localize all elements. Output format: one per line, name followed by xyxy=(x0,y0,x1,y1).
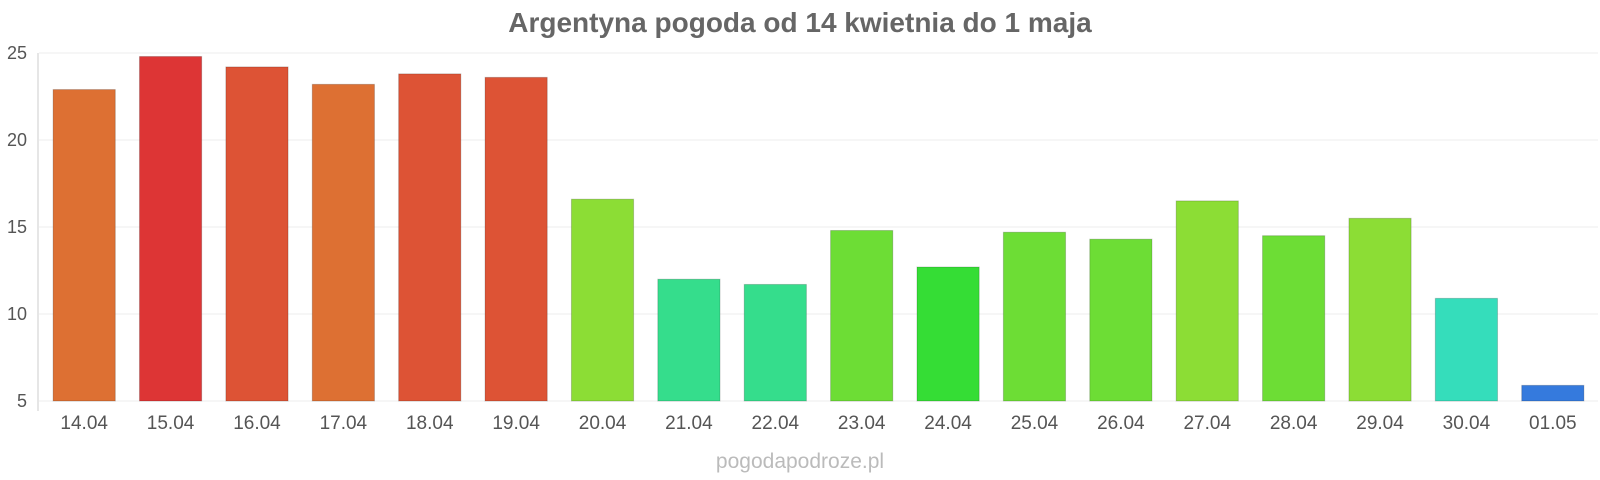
bar-22.04 xyxy=(743,283,807,402)
y-tick-label: 15 xyxy=(7,217,27,237)
y-tick-label: 10 xyxy=(7,304,27,324)
bar-23.04 xyxy=(830,229,894,402)
y-tick-label: 25 xyxy=(7,43,27,63)
x-tick-label: 27.04 xyxy=(1183,413,1231,434)
bar-25.04 xyxy=(1002,231,1067,402)
bar-17.04 xyxy=(311,83,375,402)
x-tick-label: 28.04 xyxy=(1270,413,1318,434)
x-tick-label: 17.04 xyxy=(320,413,368,434)
bars xyxy=(52,55,1585,402)
bar-16.04 xyxy=(225,66,289,402)
x-tick-label: 26.04 xyxy=(1097,413,1145,434)
x-tick-label: 15.04 xyxy=(147,413,195,434)
y-tick-label: 5 xyxy=(17,391,27,411)
chart-title: Argentyna pogoda od 14 kwietnia do 1 maj… xyxy=(508,7,1092,38)
y-tick-label: 20 xyxy=(7,130,27,150)
x-tick-label: 24.04 xyxy=(924,413,972,434)
x-tick-label: 21.04 xyxy=(665,413,713,434)
bar-30.04 xyxy=(1434,297,1499,402)
bar-20.04 xyxy=(570,198,635,402)
footer-watermark: pogodapodroze.pl xyxy=(716,450,884,473)
x-tick-label: 29.04 xyxy=(1356,413,1404,434)
x-tick-label: 16.04 xyxy=(233,413,281,434)
bar-26.04 xyxy=(1089,238,1153,402)
x-axis: 14.04 15.04 16.04 17.04 18.04 19.04 20.04 21.04… xyxy=(60,413,1576,434)
x-tick-label: 14.04 xyxy=(60,413,108,434)
x-tick-label: 20.04 xyxy=(579,413,627,434)
bar-19.04 xyxy=(484,76,548,402)
x-tick-label: 18.04 xyxy=(406,413,454,434)
bar-28.04 xyxy=(1262,235,1326,402)
bar-18.04 xyxy=(398,73,462,402)
bar-15.04 xyxy=(138,55,203,402)
x-tick-label: 19.04 xyxy=(492,413,540,434)
bar-14.04 xyxy=(52,89,116,402)
grid-lines xyxy=(39,52,1598,402)
x-tick-label: 30.04 xyxy=(1443,413,1491,434)
bar-01.05 xyxy=(1521,384,1585,402)
bar-27.04 xyxy=(1175,200,1239,402)
x-tick-label: 25.04 xyxy=(1011,413,1059,434)
x-tick-label: 23.04 xyxy=(838,413,886,434)
x-tick-label: 22.04 xyxy=(752,413,800,434)
bar-29.04 xyxy=(1348,217,1412,402)
y-axis: 5 10 15 20 25 xyxy=(7,43,39,411)
bar-21.04 xyxy=(657,278,721,402)
bar-24.04 xyxy=(916,266,980,402)
x-tick-label: 01.05 xyxy=(1529,413,1577,434)
